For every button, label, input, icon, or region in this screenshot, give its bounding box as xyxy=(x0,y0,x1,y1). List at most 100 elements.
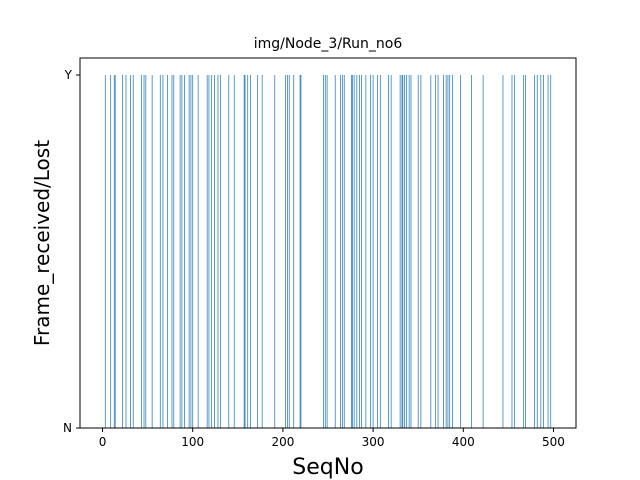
bar xyxy=(214,75,215,428)
bar xyxy=(365,75,367,428)
bar xyxy=(417,75,419,428)
bar xyxy=(534,75,535,428)
bar xyxy=(401,75,403,428)
bar xyxy=(410,75,412,428)
bar xyxy=(274,75,276,428)
bar xyxy=(351,75,352,428)
bar xyxy=(114,75,116,428)
bar xyxy=(351,75,353,428)
bar xyxy=(233,75,235,428)
bar xyxy=(342,75,343,428)
x-tick-label: 0 xyxy=(99,435,107,449)
bar xyxy=(377,75,378,428)
bar xyxy=(159,75,161,428)
bar xyxy=(140,75,142,428)
x-tick-label: 100 xyxy=(181,435,204,449)
bar xyxy=(143,75,145,428)
bar xyxy=(261,75,263,428)
bar xyxy=(525,75,526,428)
bar xyxy=(285,75,286,428)
bar xyxy=(179,75,181,428)
bar xyxy=(523,75,525,428)
bar xyxy=(511,75,513,428)
bar xyxy=(171,75,173,428)
y-ticks: NY xyxy=(63,68,80,435)
bar xyxy=(361,75,362,428)
bar xyxy=(540,75,542,428)
bar xyxy=(110,75,112,428)
bar xyxy=(188,75,190,428)
bar xyxy=(543,75,544,428)
bar xyxy=(190,75,192,428)
bar xyxy=(536,75,538,428)
bar xyxy=(408,75,410,428)
x-tick-label: 400 xyxy=(452,435,475,449)
bar xyxy=(514,75,516,428)
bar xyxy=(471,75,472,428)
bar xyxy=(460,75,461,428)
bar xyxy=(326,75,328,428)
bar xyxy=(130,75,131,428)
bar xyxy=(250,75,251,428)
bar xyxy=(162,75,164,428)
bar xyxy=(420,75,422,428)
bar xyxy=(288,75,290,428)
bar xyxy=(343,75,345,428)
bar xyxy=(324,75,326,428)
bar xyxy=(402,75,404,428)
bar xyxy=(192,75,194,428)
y-tick-label: N xyxy=(63,421,72,435)
bar xyxy=(356,75,358,428)
bar xyxy=(502,75,504,428)
bar xyxy=(447,75,449,428)
bar xyxy=(173,75,175,428)
bar xyxy=(445,75,447,428)
bar xyxy=(151,75,153,428)
bar xyxy=(359,75,360,428)
bar xyxy=(228,75,230,428)
bar xyxy=(125,75,127,428)
bar xyxy=(132,75,134,428)
bar xyxy=(257,75,259,428)
x-tick-label: 300 xyxy=(362,435,385,449)
bar xyxy=(197,75,199,428)
chart-title: img/Node_3/Run_no6 xyxy=(254,36,403,52)
bar xyxy=(244,75,246,428)
bar xyxy=(388,75,389,428)
bar xyxy=(208,75,210,428)
bar xyxy=(300,75,302,428)
bar xyxy=(434,75,436,428)
bar xyxy=(390,75,392,428)
bar xyxy=(430,75,432,428)
bar xyxy=(550,75,552,428)
x-tick-label: 200 xyxy=(271,435,294,449)
bar xyxy=(399,75,401,428)
bar xyxy=(145,75,147,428)
bar xyxy=(220,75,222,428)
x-ticks: 0 100 200 300 400 500 xyxy=(99,428,565,449)
bar xyxy=(482,75,484,428)
bar xyxy=(104,75,106,428)
bar xyxy=(379,75,381,428)
x-tick-label: 500 xyxy=(542,435,565,449)
bar xyxy=(340,75,341,428)
bar xyxy=(406,75,407,428)
y-tick-label: Y xyxy=(64,68,73,82)
bar xyxy=(247,75,249,428)
plot-frame xyxy=(79,57,577,429)
bar xyxy=(370,75,371,428)
bar xyxy=(167,75,168,428)
bar xyxy=(353,75,355,428)
bar xyxy=(334,75,336,428)
bar xyxy=(449,75,451,428)
bar xyxy=(217,75,219,428)
bar xyxy=(372,75,374,428)
bar xyxy=(113,75,115,428)
bar xyxy=(287,75,288,428)
bar xyxy=(181,75,183,428)
bar xyxy=(452,75,453,428)
bar xyxy=(547,75,549,428)
bar xyxy=(437,75,439,428)
